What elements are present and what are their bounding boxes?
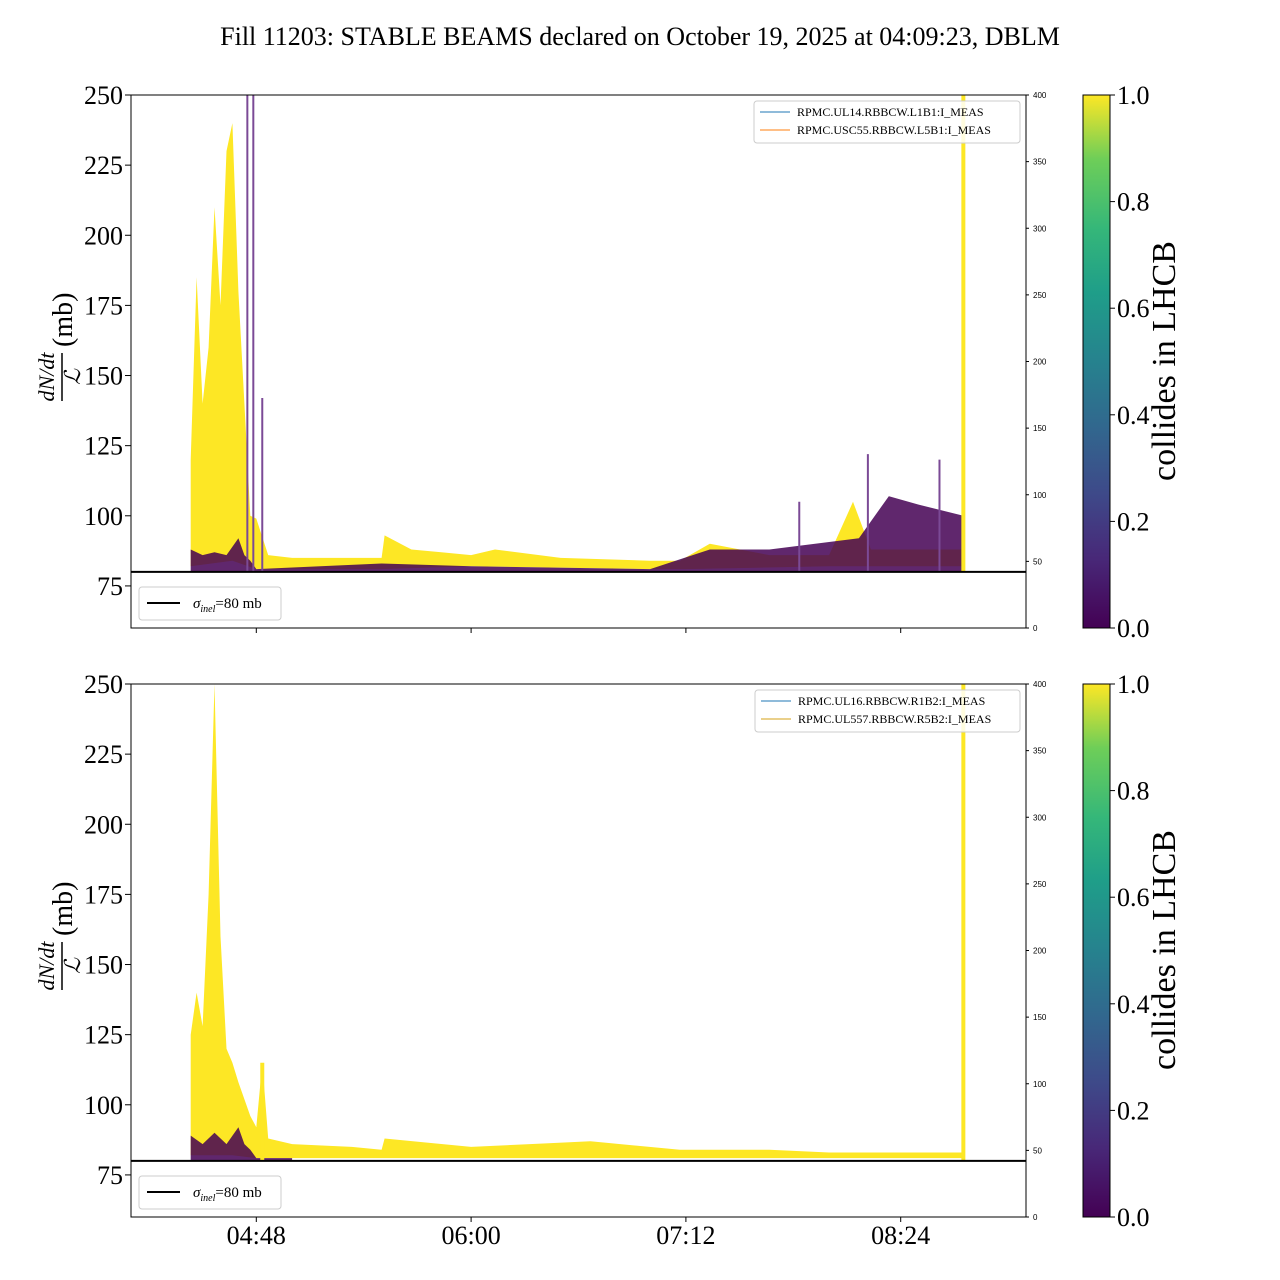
y-tick-label: 100 [84,1091,123,1120]
bottom-ylabel-unit: (mb) [48,882,79,936]
y2-tick-label: 250 [1033,880,1047,889]
bottom-colorbar-ticks: 0.0 0.2 0.4 0.6 0.8 1.0 [1110,670,1150,1232]
colorbar-tick-label: 0.4 [1117,990,1150,1019]
y2-tick-label: 50 [1033,1146,1042,1155]
y-tick-label: 100 [84,502,123,531]
bottom-legend-entry-1: RPMC.UL16.RBBCW.R1B2:I_MEAS [798,694,985,708]
x-tick-label: 04:48 [227,1221,286,1250]
y-tick-label: 150 [84,951,123,980]
top-ylabel-denominator: ℒ [60,368,85,385]
bottom-spikes [260,684,966,1161]
y2-tick-label: 0 [1033,624,1038,633]
colorbar-tick-label: 0.0 [1117,614,1150,643]
top-y2-ticks: 0 50 100 150 200 250 300 350 400 [1026,91,1047,633]
top-colorbar-label: collides in LHCB [1146,241,1183,481]
top-colliding-area [190,123,964,570]
y-tick-label: 250 [84,670,123,699]
y-tick-label: 150 [84,362,123,391]
bottom-ylabel-denominator: ℒ [60,957,85,974]
y2-tick-label: 400 [1033,91,1047,100]
y-tick-label: 200 [84,221,123,250]
top-y-ticks: 75 100 125 150 175 200 225 250 [84,81,131,601]
y2-tick-label: 0 [1033,1213,1038,1222]
top-colorbar: 0.0 0.2 0.4 0.6 0.8 1.0 collides in LHCB [1082,81,1183,643]
y2-tick-label: 350 [1033,158,1047,167]
top-legend: RPMC.UL14.RBBCW.L1B1:I_MEAS RPMC.USC55.R… [753,100,1021,144]
y2-tick-label: 150 [1033,1013,1047,1022]
y2-tick-label: 200 [1033,947,1047,956]
top-x-ticks [255,628,902,633]
top-legend-entry-2: RPMC.USC55.RBBCW.L5B1:I_MEAS [797,123,991,137]
colorbar-tick-label: 0.6 [1117,294,1150,323]
colorbar-tick-label: 0.8 [1117,777,1150,806]
top-ylabel-unit: (mb) [48,293,79,347]
y2-tick-label: 50 [1033,557,1042,566]
bottom-colliding-area [190,684,964,1159]
y2-tick-label: 100 [1033,1080,1047,1089]
bottom-noncolliding-area [190,1127,293,1161]
x-tick-label: 06:00 [441,1221,500,1250]
x-tick-label: 08:24 [871,1221,930,1250]
bottom-legend: RPMC.UL16.RBBCW.R1B2:I_MEAS RPMC.UL557.R… [754,689,1021,733]
y2-tick-label: 200 [1033,358,1047,367]
bottom-panel: 75 100 125 150 175 200 225 250 0 50 100 150 200 250 3… [34,670,1183,1250]
y2-tick-label: 150 [1033,424,1047,433]
bottom-plot-area [131,684,1026,1162]
colorbar-tick-label: 0.4 [1117,401,1150,430]
bottom-ylabel-numerator: dN/dt [34,941,59,991]
bottom-colorbar: 0.0 0.2 0.4 0.6 0.8 1.0 collides in LHCB [1082,670,1183,1232]
y-tick-label: 225 [84,151,123,180]
top-ref-legend-label: σinel=80 mb [193,596,262,615]
bottom-colorbar-label: collides in LHCB [1146,830,1183,1070]
bottom-ylabel: dN/dt ℒ (mb) [34,882,85,991]
y-tick-label: 175 [84,880,123,909]
top-ylabel-numerator: dN/dt [34,352,59,402]
colorbar-tick-label: 0.0 [1117,1203,1150,1232]
bottom-colorbar-gradient [1082,683,1111,1218]
x-tick-label: 07:12 [656,1221,715,1250]
colorbar-tick-label: 0.8 [1117,188,1150,217]
top-spikes [246,95,966,572]
top-colorbar-ticks: 0.0 0.2 0.4 0.6 0.8 1.0 [1110,81,1150,643]
y-tick-label: 125 [84,1021,123,1050]
colorbar-tick-label: 0.6 [1117,883,1150,912]
y2-tick-label: 400 [1033,680,1047,689]
colorbar-tick-label: 1.0 [1117,81,1150,110]
y-tick-label: 200 [84,810,123,839]
top-panel: 75 100 125 150 175 200 225 250 0 50 100 150 200 250 3… [34,81,1183,643]
y-tick-label: 75 [97,572,123,601]
y2-tick-label: 100 [1033,491,1047,500]
bottom-y2-ticks: 0 50 100 150 200 250 300 350 400 [1026,680,1047,1222]
figure-title: Fill 11203: STABLE BEAMS declared on Oct… [220,22,1060,51]
top-colorbar-gradient [1082,94,1111,629]
y2-tick-label: 300 [1033,813,1047,822]
bottom-ref-legend-label: σinel=80 mb [193,1185,262,1204]
colorbar-tick-label: 0.2 [1117,1096,1150,1125]
y-tick-label: 175 [84,291,123,320]
y-tick-label: 250 [84,81,123,110]
top-ylabel: dN/dt ℒ (mb) [34,293,85,402]
y2-tick-label: 300 [1033,224,1047,233]
y-tick-label: 75 [97,1161,123,1190]
bottom-ref-legend: σinel=80 mb [138,1175,282,1210]
y-tick-label: 225 [84,740,123,769]
bottom-y-ticks: 75 100 125 150 175 200 225 250 [84,670,131,1190]
y2-tick-label: 250 [1033,291,1047,300]
top-legend-entry-1: RPMC.UL14.RBBCW.L1B1:I_MEAS [797,105,984,119]
y2-tick-label: 350 [1033,747,1047,756]
y-tick-label: 125 [84,432,123,461]
bottom-legend-entry-2: RPMC.UL557.RBBCW.R5B2:I_MEAS [798,712,991,726]
top-noncolliding-area [190,496,964,572]
colorbar-tick-label: 0.2 [1117,507,1150,536]
bottom-x-ticks: 04:48 06:00 07:12 08:24 [227,1217,930,1250]
top-ref-legend: σinel=80 mb [138,586,282,621]
top-plot-area [131,95,1026,573]
colorbar-tick-label: 1.0 [1117,670,1150,699]
